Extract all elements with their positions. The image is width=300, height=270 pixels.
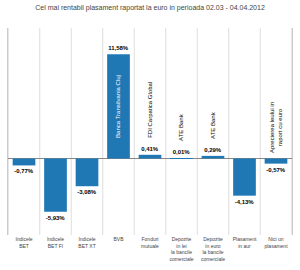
svg-text:Cel mai rentabil plasament rap: Cel mai rentabil plasament raportat la e… <box>35 4 265 12</box>
svg-text:Plasamentin aur: Plasamentin aur <box>233 236 257 249</box>
svg-text:-0,57%: -0,57% <box>266 167 286 173</box>
svg-text:Banca Transilvania Cluj: Banca Transilvania Cluj <box>115 75 121 138</box>
svg-text:BVB: BVB <box>113 236 124 242</box>
svg-text:IndiceleBET XT: IndiceleBET XT <box>78 236 96 249</box>
svg-text:0,01%: 0,01% <box>173 149 191 155</box>
svg-text:0,41%: 0,41% <box>141 146 159 152</box>
svg-text:Aprecierea leului inraport cu: Aprecierea leului inraport cu euro <box>269 102 283 153</box>
svg-text:-3,08%: -3,08% <box>77 189 97 195</box>
svg-text:IndiceleBET: IndiceleBET <box>15 236 32 249</box>
svg-text:11,58%: 11,58% <box>108 45 129 51</box>
svg-text:-0,77%: -0,77% <box>14 168 34 174</box>
svg-text:ATE Bank: ATE Bank <box>210 111 216 139</box>
svg-text:Depozitein leila bancilecomerc: Depozitein leila bancilecomerciale <box>169 236 193 262</box>
svg-text:Depozitein eurola bancilecomer: Depozitein eurola bancilecomerciale <box>201 236 225 262</box>
svg-text:Fondurimutuale: Fondurimutuale <box>141 236 159 249</box>
svg-text:ATE Bank: ATE Bank <box>178 113 184 141</box>
svg-text:-5,93%: -5,93% <box>46 215 66 221</box>
svg-text:0,29%: 0,29% <box>204 147 222 153</box>
svg-text:Nici unplasament: Nici unplasament <box>264 236 288 249</box>
svg-text:FDI Carpatica Global: FDI Carpatica Global <box>147 82 153 138</box>
svg-text:-4,13%: -4,13% <box>235 199 255 205</box>
svg-text:IndiceleBET FI: IndiceleBET FI <box>47 236 64 249</box>
